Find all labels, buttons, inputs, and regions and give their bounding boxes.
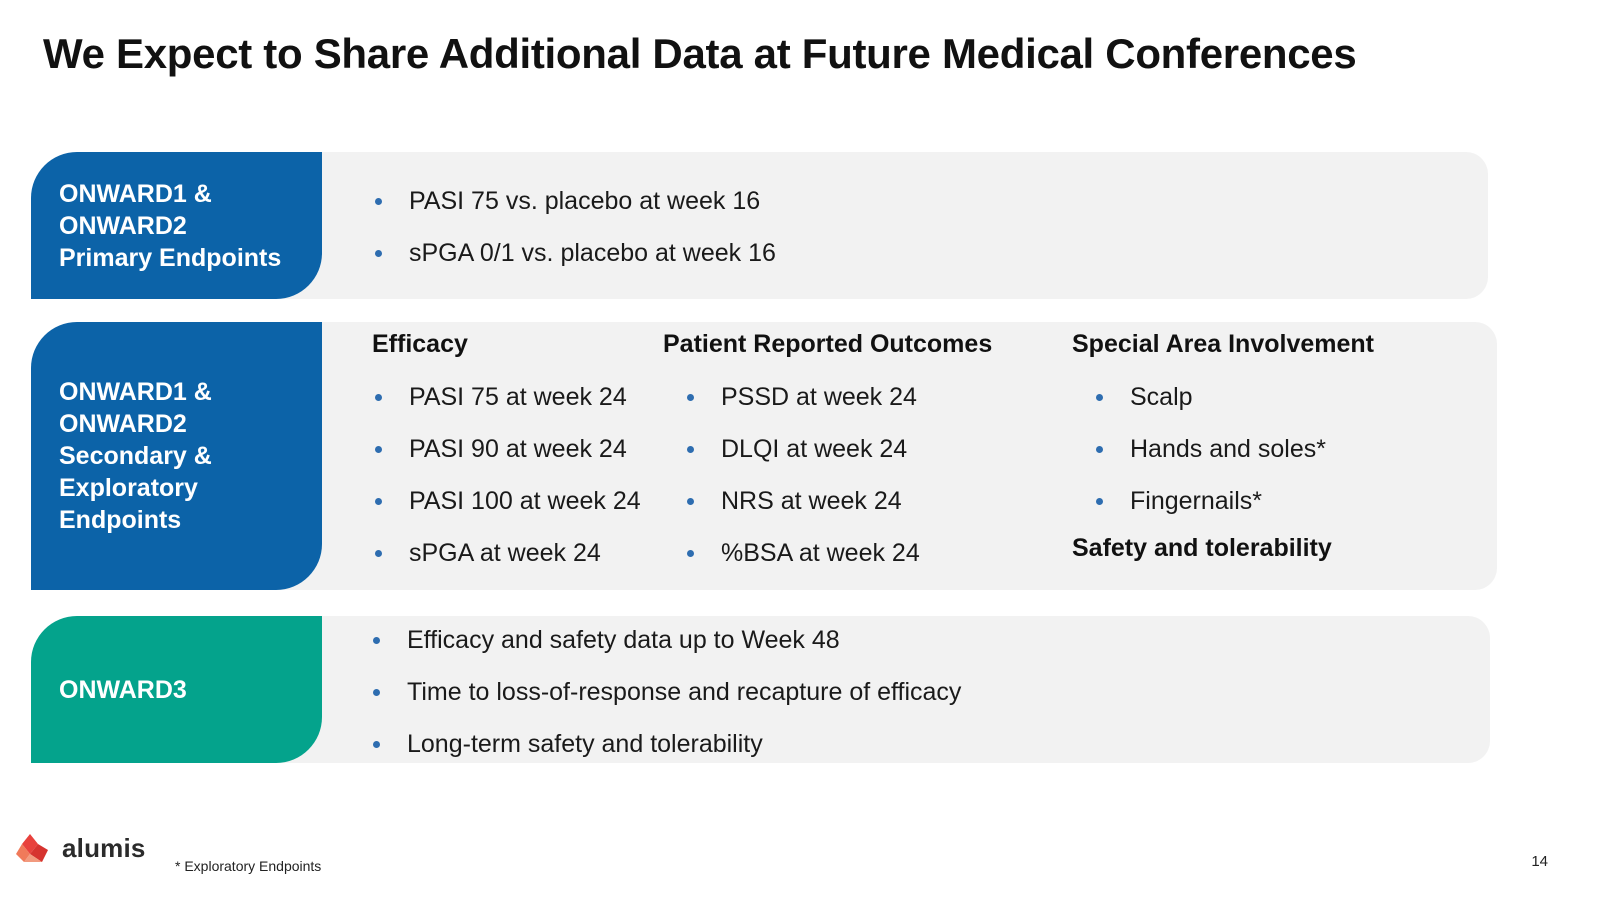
label-line: ONWARD1 & xyxy=(59,179,212,208)
list-item: DLQI at week 24 xyxy=(683,423,920,475)
list-item: sPGA 0/1 vs. placebo at week 16 xyxy=(371,227,776,279)
primary-bullet-list: PASI 75 vs. placebo at week 16 sPGA 0/1 … xyxy=(371,175,776,279)
list-item: PSSD at week 24 xyxy=(683,371,920,423)
list-item: PASI 75 vs. placebo at week 16 xyxy=(371,175,776,227)
list-item: Efficacy and safety data up to Week 48 xyxy=(369,614,961,666)
label-line: ONWARD2 xyxy=(59,211,187,240)
footnote: * Exploratory Endpoints xyxy=(175,858,322,874)
page-title: We Expect to Share Additional Data at Fu… xyxy=(43,30,1357,77)
efficacy-bullet-list: PASI 75 at week 24 PASI 90 at week 24 PA… xyxy=(371,371,641,579)
list-item: Scalp xyxy=(1092,371,1326,423)
alumis-logo-icon xyxy=(16,834,48,862)
row-panel xyxy=(231,152,1488,299)
row-panel xyxy=(231,616,1490,763)
label-line: ONWARD2 xyxy=(59,410,187,438)
row-label-onward3: ONWARD3 xyxy=(31,616,322,763)
row-panel xyxy=(231,322,1497,590)
column-heading-efficacy: Efficacy xyxy=(372,330,468,358)
list-item: PASI 90 at week 24 xyxy=(371,423,641,475)
label-line: ONWARD1 & xyxy=(59,378,212,406)
list-item: Hands and soles* xyxy=(1092,423,1326,475)
safety-heading: Safety and tolerability xyxy=(1072,534,1332,562)
list-item: NRS at week 24 xyxy=(683,475,920,527)
page-number: 14 xyxy=(1531,853,1548,870)
column-heading-pro: Patient Reported Outcomes xyxy=(663,330,993,358)
pro-bullet-list: PSSD at week 24 DLQI at week 24 NRS at w… xyxy=(683,371,920,579)
list-item: PASI 75 at week 24 xyxy=(371,371,641,423)
label-line: ONWARD3 xyxy=(59,675,187,704)
label-line: Endpoints xyxy=(59,506,182,534)
list-item: PASI 100 at week 24 xyxy=(371,475,641,527)
list-item: Fingernails* xyxy=(1092,475,1326,527)
column-heading-special-area: Special Area Involvement xyxy=(1072,330,1374,358)
label-line: Exploratory xyxy=(59,474,198,502)
special-area-bullet-list: Scalp Hands and soles* Fingernails* xyxy=(1092,371,1326,527)
list-item: sPGA at week 24 xyxy=(371,527,641,579)
row-label-secondary: ONWARD1 & ONWARD2 Secondary & Explorator… xyxy=(31,322,322,590)
label-line: Secondary & xyxy=(59,442,212,470)
logo-text: alumis xyxy=(62,832,146,863)
list-item: %BSA at week 24 xyxy=(683,527,920,579)
list-item: Time to loss-of-response and recapture o… xyxy=(369,666,961,718)
onward3-bullet-list: Efficacy and safety data up to Week 48 T… xyxy=(369,614,961,770)
row-label-primary: ONWARD1 & ONWARD2 Primary Endpoints xyxy=(31,152,322,299)
company-logo: alumis xyxy=(16,832,146,864)
label-line: Primary Endpoints xyxy=(59,243,282,272)
list-item: Long-term safety and tolerability xyxy=(369,718,961,770)
